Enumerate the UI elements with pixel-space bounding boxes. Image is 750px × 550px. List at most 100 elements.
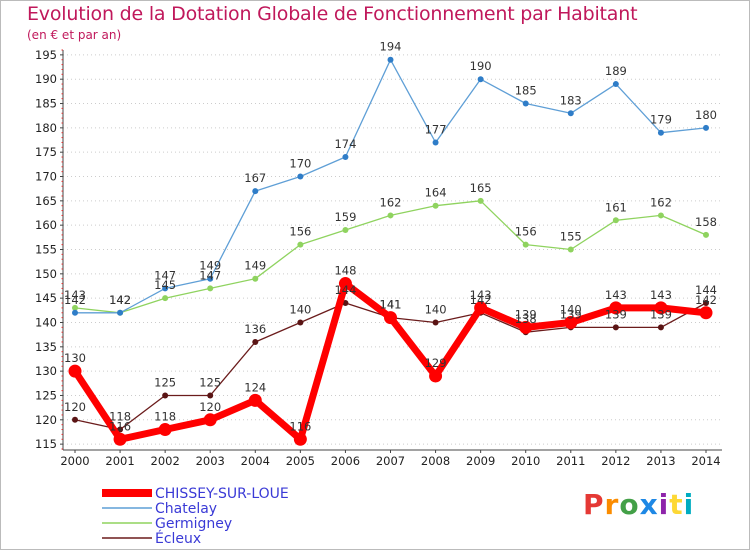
data-label-germigney: 165 [470, 181, 492, 195]
data-label-chatelay: 167 [244, 171, 266, 185]
logo-letter: P [583, 488, 605, 521]
y-tick-label: 135 [35, 340, 57, 354]
x-tick-label: 2014 [691, 454, 720, 468]
point-ecleux [297, 319, 304, 326]
data-label-chissey-sur-loue: 130 [64, 351, 86, 365]
x-tick-label: 2012 [601, 454, 630, 468]
y-tick-label: 125 [35, 388, 57, 402]
point-chissey-sur-loue [654, 301, 668, 315]
data-label-chatelay: 147 [154, 268, 176, 282]
data-label-ecleux: 142 [470, 293, 492, 307]
data-label-chatelay: 174 [334, 137, 356, 151]
x-tick-label: 2010 [511, 454, 540, 468]
point-germigney [522, 241, 529, 248]
point-chatelay [387, 56, 394, 63]
point-ecleux [162, 392, 169, 399]
point-chatelay [657, 129, 664, 136]
point-chatelay [567, 110, 574, 117]
y-tick-label: 115 [35, 437, 57, 451]
data-label-chissey-sur-loue: 140 [560, 302, 582, 316]
x-tick-label: 2003 [196, 454, 225, 468]
data-label-chatelay: 142 [64, 293, 86, 307]
point-chatelay [432, 139, 439, 146]
data-label-germigney: 155 [560, 230, 582, 244]
legend-label-germigney: Germigney [155, 516, 232, 532]
data-label-chissey-sur-loue: 118 [154, 410, 176, 424]
data-label-ecleux: 120 [64, 400, 86, 414]
x-tick-label: 2004 [241, 454, 270, 468]
point-chissey-sur-loue [474, 301, 488, 315]
data-label-germigney: 161 [605, 200, 627, 214]
point-germigney [342, 227, 349, 234]
data-label-germigney: 162 [650, 195, 672, 209]
data-label-ecleux: 136 [244, 322, 266, 336]
data-label-chissey-sur-loue: 142 [695, 293, 717, 307]
point-ecleux [432, 319, 439, 326]
data-label-germigney: 158 [695, 215, 717, 229]
data-label-germigney: 159 [334, 210, 356, 224]
data-label-chatelay: 177 [425, 122, 447, 136]
x-tick-label: 2001 [105, 454, 134, 468]
point-ecleux [252, 338, 259, 345]
point-germigney [567, 246, 574, 253]
data-label-chatelay: 142 [109, 293, 131, 307]
logo-letter: r [604, 488, 620, 521]
point-chatelay [72, 309, 78, 316]
y-tick-label: 130 [35, 364, 57, 378]
logo-letter: t [669, 488, 684, 521]
y-tick-label: 155 [35, 243, 57, 257]
data-label-chatelay: 194 [380, 40, 402, 54]
data-label-germigney: 142 [109, 293, 131, 307]
x-tick-label: 2006 [331, 454, 360, 468]
data-label-chatelay: 179 [650, 113, 672, 127]
series-layer [68, 56, 713, 446]
y-axis-ticks: 115 120 125 130 135 140 145 150 155 160 165 170 175 1… [35, 48, 63, 451]
point-germigney [207, 285, 214, 292]
x-tick-label: 2009 [466, 454, 495, 468]
point-chissey-sur-loue [519, 320, 533, 334]
data-label-germigney: 156 [515, 225, 537, 239]
legend-label-chissey-sur-loue: CHISSEY-SUR-LOUE [155, 486, 289, 502]
logo-letter: o [619, 488, 640, 521]
point-chissey-sur-loue [338, 277, 352, 291]
point-ecleux [703, 300, 709, 307]
point-germigney [252, 275, 259, 282]
data-label-ecleux: 144 [695, 283, 717, 297]
data-label-chissey-sur-loue: 143 [470, 288, 492, 302]
data-label-chatelay: 189 [605, 64, 627, 78]
point-chatelay [117, 309, 124, 316]
point-chissey-sur-loue [68, 364, 82, 378]
point-chatelay [207, 275, 214, 282]
x-tick-label: 2013 [646, 454, 675, 468]
data-label-chissey-sur-loue: 120 [199, 400, 221, 414]
point-chissey-sur-loue [113, 432, 127, 446]
point-ecleux [342, 300, 349, 307]
logo-letter: x [639, 488, 659, 521]
data-label-ecleux: 139 [605, 307, 627, 321]
y-tick-label: 175 [35, 145, 57, 159]
data-label-germigney: 143 [64, 288, 86, 302]
data-label-germigney: 145 [154, 278, 176, 292]
x-tick-label: 2007 [376, 454, 405, 468]
point-ecleux [72, 416, 78, 423]
data-label-ecleux: 139 [560, 307, 582, 321]
data-label-chissey-sur-loue: 148 [334, 264, 356, 278]
x-tick-label: 2011 [556, 454, 585, 468]
data-label-chissey-sur-loue: 124 [244, 380, 266, 394]
point-chatelay [612, 81, 619, 88]
data-label-chissey-sur-loue: 141 [380, 298, 402, 312]
data-label-ecleux: 125 [199, 375, 221, 389]
logo-letter: i [658, 488, 670, 521]
data-label-chissey-sur-loue: 143 [605, 288, 627, 302]
chart-title: Evolution de la Dotation Globale de Fonc… [27, 3, 638, 25]
point-chissey-sur-loue [293, 432, 307, 446]
y-tick-label: 165 [35, 194, 57, 208]
point-chatelay [522, 100, 529, 107]
point-chissey-sur-loue [609, 301, 623, 315]
point-germigney [432, 202, 439, 209]
data-label-ecleux: 144 [334, 283, 356, 297]
legend-label-chatelay: Chatelay [155, 501, 217, 517]
point-chatelay [477, 76, 484, 83]
